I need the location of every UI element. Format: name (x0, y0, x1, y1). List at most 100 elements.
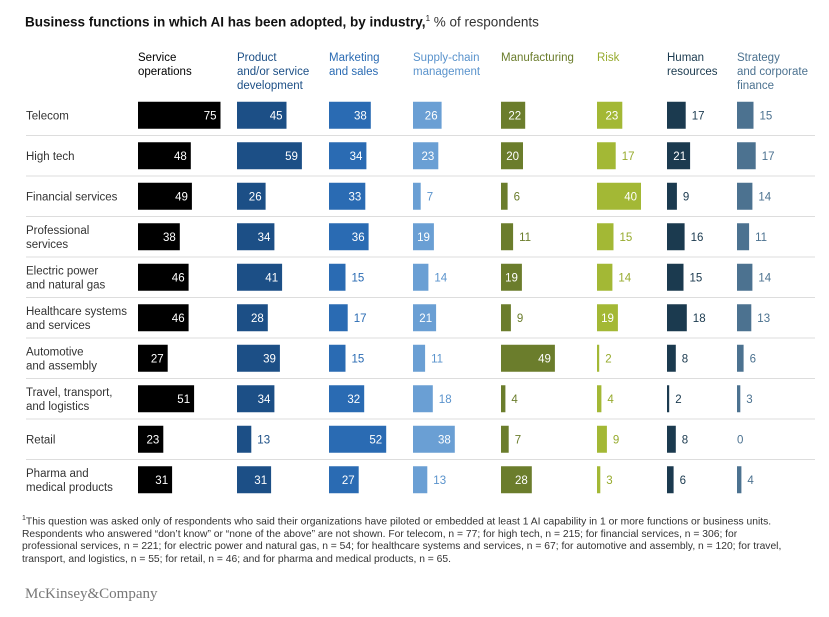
data-label: 2 (675, 394, 681, 406)
column-header: Marketing (329, 52, 380, 64)
column-header: and sales (329, 66, 378, 78)
data-label: 11 (755, 232, 767, 244)
bar (667, 142, 691, 170)
data-label: 9 (517, 313, 523, 325)
bar (237, 101, 287, 129)
column-header: management (413, 66, 481, 78)
data-label: 26 (249, 191, 262, 203)
bar (413, 142, 439, 170)
row-label: Automotive (26, 346, 84, 358)
bar (413, 425, 455, 453)
chart-unit: % of respondents (433, 14, 539, 30)
bar (138, 385, 195, 413)
data-label: 8 (682, 353, 688, 365)
data-label: 2 (605, 353, 611, 365)
data-label: 75 (204, 110, 217, 122)
data-label: 19 (505, 272, 518, 284)
footnote-text: This question was asked only of responde… (22, 516, 782, 565)
row-label: services (26, 239, 68, 251)
data-label: 40 (624, 191, 637, 203)
data-label: 45 (270, 110, 283, 122)
data-label: 39 (263, 353, 276, 365)
bar (329, 182, 366, 210)
data-label: 41 (265, 272, 278, 284)
data-label: 23 (147, 434, 160, 446)
bar (413, 385, 433, 413)
bar (138, 263, 189, 291)
data-label: 11 (431, 353, 443, 365)
data-label: 38 (163, 232, 176, 244)
data-label: 9 (683, 191, 689, 203)
data-label: 6 (680, 475, 686, 487)
data-label: 49 (175, 191, 188, 203)
data-label: 17 (692, 110, 705, 122)
data-label: 4 (747, 475, 754, 487)
column-header: Supply-chain (413, 52, 479, 64)
column-header: development (237, 80, 304, 92)
data-label: 9 (613, 434, 619, 446)
data-label: 27 (151, 353, 164, 365)
data-label: 17 (762, 151, 775, 163)
data-label: 16 (691, 232, 704, 244)
data-label: 52 (369, 434, 382, 446)
data-label: 17 (354, 313, 367, 325)
bar (237, 142, 302, 170)
bar (667, 425, 676, 453)
row-label: and natural gas (26, 279, 106, 291)
data-label: 34 (258, 232, 271, 244)
bar (501, 304, 511, 332)
column-header: and/or service (237, 66, 309, 78)
bar (413, 223, 434, 251)
data-label: 3 (746, 394, 752, 406)
bar (501, 142, 523, 170)
bar (413, 344, 426, 372)
bar (737, 385, 741, 413)
data-label: 14 (434, 272, 447, 284)
row-label: and assembly (26, 360, 97, 372)
data-label: 23 (606, 110, 619, 122)
bar (329, 142, 367, 170)
row-label: Financial services (26, 191, 118, 203)
data-label: 15 (352, 353, 365, 365)
data-label: 4 (607, 394, 614, 406)
footnote-marker: 1 (22, 515, 26, 522)
bar (667, 304, 687, 332)
bar (667, 385, 670, 413)
chart-title: Business functions in which AI has been … (25, 14, 539, 30)
bar (501, 425, 509, 453)
column-header: Risk (597, 52, 620, 64)
bar (329, 385, 365, 413)
row-label: Pharma and (26, 468, 89, 480)
footnote: 1This question was asked only of respond… (22, 513, 792, 566)
bar-chart: Service operations Product and/or service de… (26, 52, 815, 494)
bar (237, 304, 268, 332)
data-label: 22 (508, 110, 521, 122)
row-label: Retail (26, 434, 55, 446)
bar (413, 182, 421, 210)
data-label: 21 (419, 313, 432, 325)
bar (138, 425, 164, 453)
data-label: 4 (511, 394, 518, 406)
row-label: Electric power (26, 265, 98, 277)
bar (413, 101, 442, 129)
bar (597, 142, 616, 170)
row-label: Healthcare systems (26, 306, 127, 318)
bar (329, 263, 346, 291)
data-label: 13 (757, 313, 770, 325)
data-label: 38 (438, 434, 451, 446)
bar (138, 304, 189, 332)
bar (737, 344, 744, 372)
data-label: 51 (177, 394, 190, 406)
data-label: 14 (618, 272, 631, 284)
bar (138, 466, 173, 494)
bar (501, 101, 526, 129)
title-footnote-marker: 1 (425, 14, 431, 23)
bar (501, 344, 555, 372)
data-label: 7 (515, 434, 521, 446)
data-label: 18 (693, 313, 706, 325)
data-label: 59 (285, 151, 298, 163)
column-header: Strategy (737, 52, 780, 64)
data-label: 46 (172, 272, 185, 284)
bar (737, 466, 742, 494)
bar (737, 101, 754, 129)
